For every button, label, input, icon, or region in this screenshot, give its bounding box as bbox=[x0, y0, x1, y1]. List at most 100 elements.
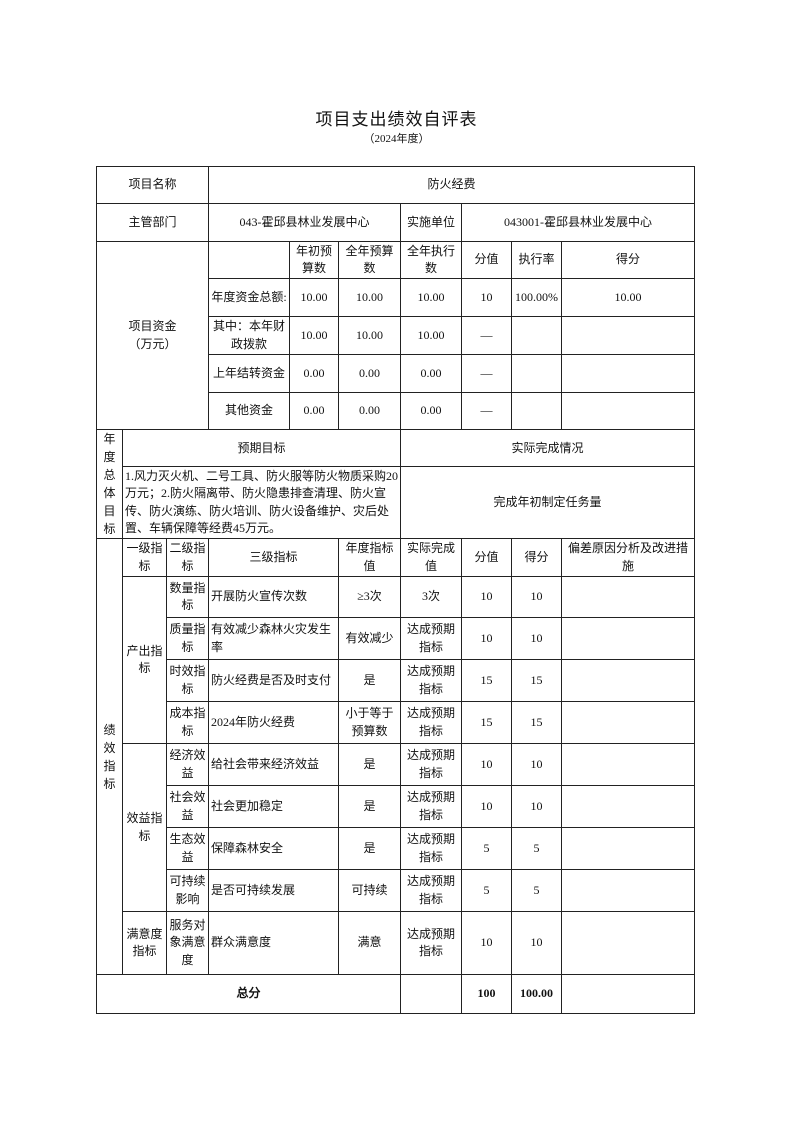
score: 10 bbox=[511, 743, 562, 786]
score-value: 10 bbox=[461, 743, 512, 786]
deviation-note bbox=[560, 659, 696, 702]
actual-header: 实际完成值 bbox=[400, 538, 462, 577]
target-value: 可持续 bbox=[338, 869, 401, 912]
unit-value: 043001-霍邱县林业发展中心 bbox=[460, 203, 696, 242]
deviation-note bbox=[560, 785, 696, 828]
indicator-row: 时效指标 防火经费是否及时支付是达成预期指标 15 15 bbox=[97, 659, 696, 702]
funds-initial: 0.00 bbox=[289, 354, 339, 393]
level2-header: 二级指标 bbox=[166, 538, 209, 577]
indicators-header-row: 绩效指标 一级指标 二级指标 三级指标 年度指标值 实际完成值 分值 得分 偏差原因分析及改进措… bbox=[96, 538, 696, 975]
level3-indicator: 保障森林安全 bbox=[208, 827, 339, 870]
target-value: 满意 bbox=[338, 911, 401, 975]
score: 10 bbox=[511, 576, 562, 618]
funds-header: 年初预算数 bbox=[289, 241, 339, 279]
goals-label: 年度总体目标 bbox=[96, 429, 123, 539]
funds-header: 分值 bbox=[461, 241, 512, 279]
funds-executed: 0.00 bbox=[400, 392, 462, 430]
funds-header: 全年预算数 bbox=[338, 241, 401, 279]
level3-indicator: 社会更加稳定 bbox=[208, 785, 339, 828]
page-subtitle: （2024年度） bbox=[363, 133, 430, 145]
level3-indicator: 是否可持续发展 bbox=[208, 869, 339, 912]
level3-indicator: 防火经费是否及时支付 bbox=[208, 659, 339, 702]
score-value: 10 bbox=[461, 576, 512, 618]
level3-indicator: 群众满意度 bbox=[208, 911, 339, 975]
actual-value: 达成预期指标 bbox=[400, 827, 462, 870]
actual-value: 达成预期指标 bbox=[400, 659, 462, 702]
level3-indicator: 2024年防火经费 bbox=[208, 701, 339, 744]
funds-score bbox=[560, 316, 696, 355]
funds-executed: 10.00 bbox=[400, 278, 462, 317]
actual-value: 3次 bbox=[400, 576, 462, 618]
level1-indicator: 满意度指标 bbox=[122, 911, 167, 975]
funds-executed: 10.00 bbox=[400, 316, 462, 355]
target-header: 年度指标值 bbox=[338, 538, 401, 577]
actual-value: 达成预期指标 bbox=[400, 701, 462, 744]
goals-content-row: 1.风力灭火机、二号工具、防火服等防火物质采购20万元；2.防火隔离带、防火隐患… bbox=[97, 466, 696, 539]
performance-table: 项目名称 防火经费 主管部门 043-霍邱县林业发展中心 实施单位 043001… bbox=[96, 166, 696, 1014]
level2-indicator: 可持续影响 bbox=[166, 869, 209, 912]
funds-annual: 10.00 bbox=[338, 316, 401, 355]
page-title: 项目支出绩效自评表 bbox=[315, 110, 478, 129]
deviation-note bbox=[560, 911, 696, 975]
funds-initial: 10.00 bbox=[289, 316, 339, 355]
expected-goal-text: 1.风力灭火机、二号工具、防火服等防火物质采购20万元；2.防火隔离带、防火隐患… bbox=[122, 466, 401, 539]
project-name-label: 项目名称 bbox=[96, 166, 209, 204]
funds-rate bbox=[511, 392, 562, 430]
target-value: 是 bbox=[338, 659, 401, 702]
funds-score bbox=[560, 392, 696, 430]
funds-score bbox=[560, 354, 696, 393]
level2-indicator: 质量指标 bbox=[166, 617, 209, 660]
target-value: 小于等于预算数 bbox=[338, 701, 401, 744]
score: 15 bbox=[511, 701, 562, 744]
unit-label: 实施单位 bbox=[400, 203, 462, 242]
level2-indicator: 时效指标 bbox=[166, 659, 209, 702]
funds-rate: 100.00% bbox=[511, 278, 562, 317]
indicators-label: 绩效指标 bbox=[96, 538, 123, 975]
funds-score: 10.00 bbox=[560, 278, 696, 317]
total-blank bbox=[400, 974, 462, 1014]
score-value: 10 bbox=[461, 785, 512, 828]
deviation-note bbox=[560, 617, 696, 660]
indicator-row: 产出指标 数量指标 开展防火宣传次数 ≥3次 3次 10 10 bbox=[97, 576, 696, 744]
funds-annual: 0.00 bbox=[338, 354, 401, 393]
funds-header: 得分 bbox=[560, 241, 696, 279]
indicator-row: 成本指标 2024年防火经费 小于等于预算数 达成预期指标 15 15 bbox=[97, 701, 696, 744]
indicator-row: 质量指标 有效减少森林火灾发生率 有效减少 达成预期指标 10 10 bbox=[97, 617, 696, 660]
level2-indicator: 数量指标 bbox=[166, 576, 209, 618]
project-name-row: 项目名称 防火经费 bbox=[96, 166, 696, 204]
actual-value: 达成预期指标 bbox=[400, 869, 462, 912]
funds-rate bbox=[511, 316, 562, 355]
deviation-note bbox=[560, 743, 696, 786]
funds-header-blank bbox=[208, 241, 290, 279]
score-value: 15 bbox=[461, 659, 512, 702]
funds-header: 执行率 bbox=[511, 241, 562, 279]
funds-row-label: 上年结转资金 bbox=[208, 354, 290, 393]
actual-value: 达成预期指标 bbox=[400, 911, 462, 975]
funds-score-value: — bbox=[461, 392, 512, 430]
funds-header: 全年执行数 bbox=[400, 241, 462, 279]
funds-label: 项目资金（万元） bbox=[96, 241, 209, 430]
level3-indicator: 开展防火宣传次数 bbox=[208, 576, 339, 618]
target-value: 是 bbox=[338, 785, 401, 828]
total-label: 总分 bbox=[96, 974, 401, 1014]
level1-indicator: 产出指标 bbox=[122, 576, 167, 744]
score: 15 bbox=[511, 659, 562, 702]
level3-header: 三级指标 bbox=[208, 538, 339, 577]
actual-result-text: 完成年初制定任务量 bbox=[399, 466, 696, 539]
funds-row: 其他资金 0.00 0.00 0.00— bbox=[97, 392, 696, 430]
level2-indicator: 生态效益 bbox=[166, 827, 209, 870]
total-note bbox=[560, 974, 696, 1014]
indicator-row: 社会效益 社会更加稳定是达成预期指标 10 10 bbox=[97, 785, 696, 828]
total-score: 100.00 bbox=[511, 974, 562, 1014]
score-value: 10 bbox=[461, 911, 512, 975]
target-value: 是 bbox=[338, 827, 401, 870]
indicator-row: 效益指标 经济效益 给社会带来经济效益是达成预期指标 10 10 bbox=[97, 743, 696, 912]
level1-indicator: 效益指标 bbox=[122, 743, 167, 912]
funds-row-label: 年度资金总额: bbox=[208, 278, 290, 317]
funds-score-value: — bbox=[461, 354, 512, 393]
deviation-note bbox=[560, 827, 696, 870]
target-value: 是 bbox=[338, 743, 401, 786]
score-value: 15 bbox=[461, 701, 512, 744]
deviation-note bbox=[560, 869, 696, 912]
goals-header-row: 年度总体目标 预期目标 实际完成情况 bbox=[96, 428, 696, 539]
